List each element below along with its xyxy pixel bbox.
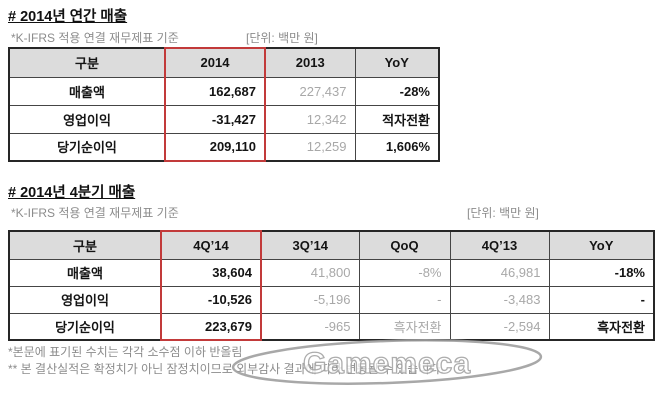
table-row: 매출액 38,604 41,800 -8% 46,981 -18% [8,258,655,287]
footnote-provisional: ** 본 결산실적은 확정치가 아닌 잠정치이므로 외부감사 결과에 따라 변동… [8,362,444,376]
cell-value: -18% [548,258,655,287]
cell-value: 46,981 [449,258,550,287]
column-header-yoy: YoY [548,230,655,260]
cell-value: -2,594 [449,312,550,341]
row-label: 영업이익 [8,285,162,314]
cell-value: 적자전환 [354,104,440,134]
column-header-2013: 2013 [264,47,356,78]
column-header-2014: 2014 [164,47,266,78]
cell-value: -8% [358,258,451,287]
cell-value: - [548,285,655,314]
cell-value: 162,687 [164,76,266,106]
cell-value: 흑자전환 [358,312,451,341]
cell-value: 12,259 [264,132,356,162]
cell-value: 41,800 [260,258,360,287]
cell-value: -3,483 [449,285,550,314]
cell-value: 38,604 [160,258,262,287]
row-label: 매출액 [8,258,162,287]
unit-label-q4: [단위: 백만 원] [467,206,539,220]
column-header-yoy: YoY [354,47,440,78]
column-header-gubun: 구분 [8,230,162,260]
cell-value: -10,526 [160,285,262,314]
kifrs-note-annual: *K-IFRS 적용 연결 재무제표 기준 [11,31,179,45]
unit-label-annual: [단위: 백만 원] [246,31,318,45]
cell-value: -31,427 [164,104,266,134]
cell-value: - [358,285,451,314]
annual-sales-title: # 2014년 연간 매출 [8,9,128,25]
table-row: 영업이익 -10,526 -5,196 - -3,483 - [8,285,655,314]
cell-value: 1,606% [354,132,440,162]
cell-value: -965 [260,312,360,341]
table-header-row: 구분 2014 2013 YoY [8,47,440,78]
cell-value: 209,110 [164,132,266,162]
cell-value: 227,437 [264,76,356,106]
table-row: 영업이익 -31,427 12,342 적자전환 [8,104,440,134]
cell-value: 흑자전환 [548,312,655,341]
footnote-rounding: *본문에 표기된 수치는 각각 소수점 이하 반올림 [8,345,243,359]
annual-results-table: 구분 2014 2013 YoY 매출액 162,687 227,437 -28… [8,47,440,162]
column-header-gubun: 구분 [8,47,166,78]
table-row: 당기순이익 209,110 12,259 1,606% [8,132,440,162]
table-row: 당기순이익 223,679 -965 흑자전환 -2,594 흑자전환 [8,312,655,341]
column-header-4q14: 4Q’14 [160,230,262,260]
cell-value: -28% [354,76,440,106]
row-label: 영업이익 [8,104,166,134]
row-label: 당기순이익 [8,312,162,341]
column-header-qoq: QoQ [358,230,451,260]
cell-value: -5,196 [260,285,360,314]
kifrs-note-q4: *K-IFRS 적용 연결 재무제표 기준 [11,206,179,220]
q4-results-table: 구분 4Q’14 3Q’14 QoQ 4Q’13 YoY 매출액 38,604 … [8,230,655,341]
cell-value: 223,679 [160,312,262,341]
q4-sales-title: # 2014년 4분기 매출 [8,185,136,201]
column-header-3q14: 3Q’14 [260,230,360,260]
row-label: 당기순이익 [8,132,166,162]
cell-value: 12,342 [264,104,356,134]
row-label: 매출액 [8,76,166,106]
table-row: 매출액 162,687 227,437 -28% [8,76,440,106]
table-header-row: 구분 4Q’14 3Q’14 QoQ 4Q’13 YoY [8,230,655,260]
column-header-4q13: 4Q’13 [449,230,550,260]
